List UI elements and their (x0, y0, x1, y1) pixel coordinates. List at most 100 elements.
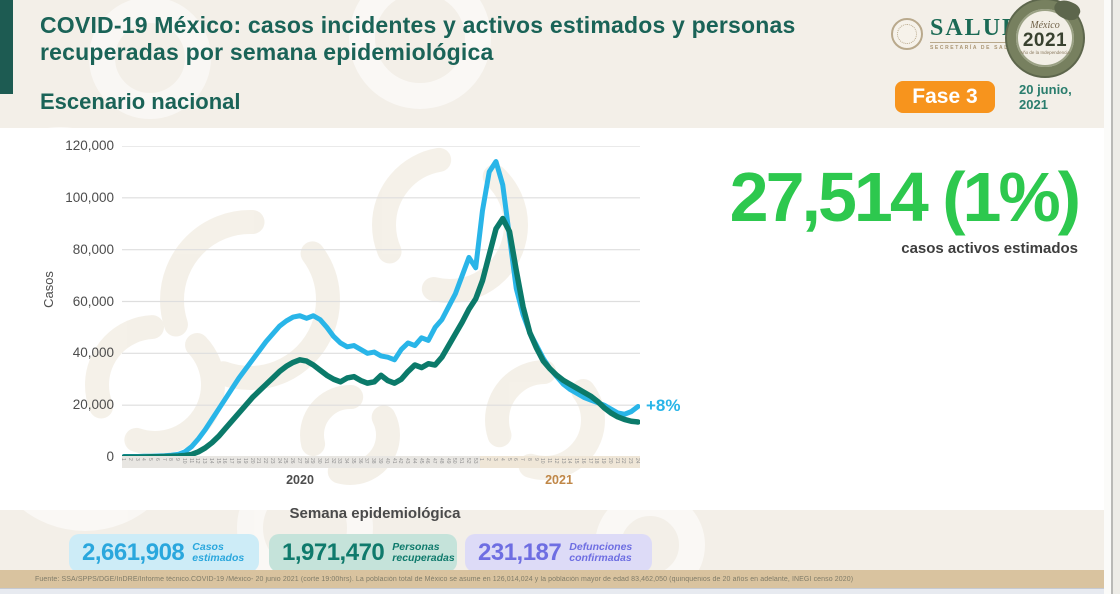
week-tick-label: 33 (336, 458, 343, 464)
page-title: COVID-19 México: casos incidentes y acti… (40, 12, 796, 65)
week-tick-label: 19 (600, 458, 607, 464)
week-tick-label: 7 (160, 458, 167, 461)
week-tick-label: 41 (390, 458, 397, 464)
week-tick-label: 11 (546, 458, 553, 464)
week-tick-label: 7 (519, 458, 526, 461)
week-tick-label: 10 (539, 458, 546, 464)
week-tick-label: 27 (295, 458, 302, 464)
week-tick-label: 26 (289, 458, 296, 464)
week-tick-label: 8 (167, 458, 174, 461)
y-tick-label: 20,000 (72, 397, 114, 413)
week-tick-label: 1 (120, 458, 126, 461)
y-tick-label: 40,000 (72, 345, 114, 361)
week-tick-label: 18 (234, 458, 241, 464)
active-cases-caption: casos activos estimados (901, 240, 1078, 257)
week-tick-label: 2 (126, 458, 133, 461)
week-tick-label: 3 (491, 458, 498, 461)
mexico-2021-year: 2021 (1022, 30, 1068, 51)
week-band-2021 (480, 456, 640, 468)
week-tick-label: 24 (634, 458, 640, 464)
y-tick-label: 100,000 (65, 189, 114, 205)
phase-badge: Fase 3 (895, 81, 995, 113)
week-tick-label: 36 (356, 458, 363, 464)
series-personas-recuperadas (122, 215, 640, 458)
week-tick-label: 44 (410, 458, 417, 464)
week-tick-label: 47 (431, 458, 438, 464)
week-tick-label: 14 (207, 458, 214, 464)
y-tick-label: 60,000 (72, 293, 114, 309)
x-axis-year-2021: 2021 (545, 473, 573, 487)
week-tick-label: 19 (241, 458, 248, 464)
y-axis-ticks: 0 20,000 40,000 60,000 80,000 100,000 120,000 (28, 138, 114, 464)
badge-personas-recuperadas-label: Personas recuperadas (392, 541, 455, 564)
week-tick-label: 5 (505, 458, 512, 461)
week-tick-label: 53 (471, 458, 478, 464)
salud-logo: SALUD SECRETARÍA DE SALUD (891, 15, 1022, 51)
badge-defunciones-confirmadas: 231,187 Defunciones confirmadas (465, 534, 652, 572)
x-axis-week-bands: 1 2 3 4 5 6 7 8 9 10 11 12 13 14 15 16 17 18 19 20 21 22 23 24 2… (120, 456, 640, 468)
week-tick-label: 16 (579, 458, 586, 464)
week-tick-label: 51 (458, 458, 465, 464)
week-tick-label: 9 (174, 458, 181, 461)
week-tick-label: 18 (593, 458, 600, 464)
week-tick-label: 23 (268, 458, 275, 464)
trend-annotation: +8% (646, 396, 681, 415)
badge-personas-recuperadas: 1,971,470 Personas recuperadas (269, 534, 457, 572)
week-tick-label: 42 (397, 458, 404, 464)
week-tick-label: 20 (248, 458, 255, 464)
week-tick-label: 28 (302, 458, 309, 464)
week-tick-label: 23 (627, 458, 634, 464)
badge-casos-estimados: 2,661,908 Casos estimados (69, 534, 259, 572)
week-tick-label: 14 (566, 458, 573, 464)
line-chart (122, 146, 640, 458)
week-tick-label: 29 (309, 458, 316, 464)
badge-personas-recuperadas-value: 1,971,470 (282, 539, 385, 566)
week-band-2020 (122, 456, 481, 468)
week-tick-label: 39 (377, 458, 383, 464)
week-tick-label: 21 (255, 458, 262, 464)
week-tick-label: 45 (417, 458, 424, 464)
scrollbar-track[interactable] (1111, 0, 1113, 594)
series-casos-estimados (122, 159, 640, 458)
week-tick-label: 52 (464, 458, 471, 464)
source-text: Fuente: SSA/SPPS/DGE/InDRE/Informe técni… (35, 575, 854, 583)
week-tick-label: 16 (221, 458, 228, 464)
salud-name: SALUD (930, 15, 1022, 41)
window-right-rail (1104, 0, 1120, 594)
week-tick-label: 32 (329, 458, 336, 464)
week-tick-label: 17 (228, 458, 235, 464)
week-tick-label: 49 (444, 458, 451, 464)
week-tick-label: 6 (153, 458, 160, 461)
week-tick-label: 24 (275, 458, 282, 464)
mexico-2021-top-text: México (1030, 20, 1060, 31)
week-tick-label: 15 (214, 458, 221, 464)
week-tick-label: 43 (404, 458, 411, 464)
week-tick-label: 40 (383, 458, 390, 464)
week-tick-label: 35 (349, 458, 356, 464)
week-tick-label: 1 (478, 458, 485, 461)
y-tick-label: 80,000 (72, 241, 114, 257)
mexico-2021-small-text: Año de la Independencia (1020, 50, 1070, 55)
week-tick-label: 34 (343, 458, 350, 464)
week-tick-label: 21 (613, 458, 620, 464)
badge-defunciones-confirmadas-value: 231,187 (478, 539, 562, 566)
salud-seal-icon (891, 17, 923, 50)
week-tick-label: 8 (525, 458, 532, 461)
y-tick-label: 0 (106, 449, 114, 464)
week-tick-label: 3 (133, 458, 140, 461)
badge-defunciones-confirmadas-label: Defunciones confirmadas (569, 541, 633, 564)
week-tick-label: 10 (180, 458, 187, 464)
week-tick-label: 38 (370, 458, 377, 464)
badge-casos-estimados-value: 2,661,908 (82, 539, 185, 566)
week-tick-label: 50 (451, 458, 458, 464)
active-cases-highlight: 27,514 (1%) (729, 158, 1081, 236)
week-tick-label: 4 (140, 458, 147, 461)
accent-bar (0, 0, 13, 94)
y-tick-label: 120,000 (65, 138, 114, 153)
week-tick-label: 22 (262, 458, 269, 464)
x-axis-year-2020: 2020 (286, 473, 314, 487)
week-tick-label: 12 (552, 458, 559, 464)
week-tick-label: 15 (573, 458, 580, 464)
